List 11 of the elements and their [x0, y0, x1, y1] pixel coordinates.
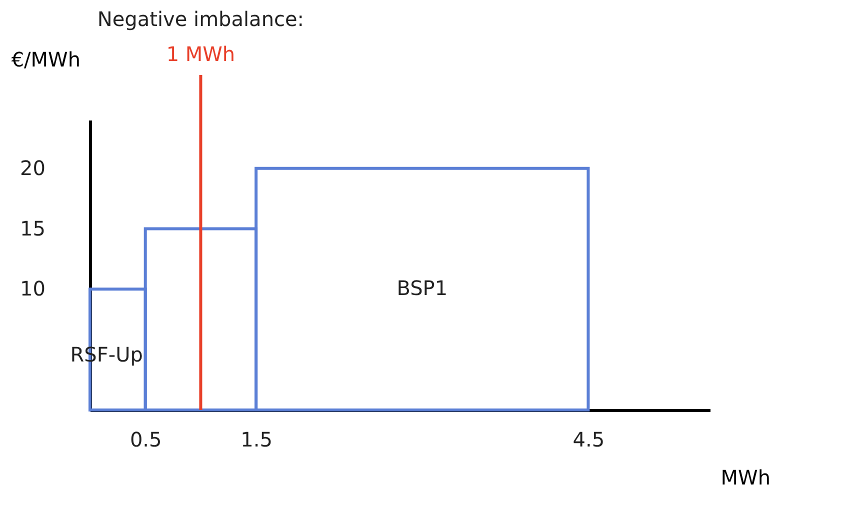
y-axis-title: €/MWh	[11, 48, 80, 72]
x-tick-label: 4.5	[572, 428, 605, 452]
x-tick-label: 0.5	[130, 428, 162, 452]
y-tick-label: 15	[20, 216, 46, 240]
annotation: BSP1	[396, 276, 448, 300]
ref-line-label: 1 MWh	[166, 42, 236, 66]
y-tick-label: 10	[20, 276, 46, 301]
x-tick-label: 1.5	[240, 428, 272, 452]
x-axis-title: MWh	[720, 466, 770, 490]
y-tick-label: 20	[20, 156, 46, 180]
chart-title: Negative imbalance:	[97, 7, 304, 31]
